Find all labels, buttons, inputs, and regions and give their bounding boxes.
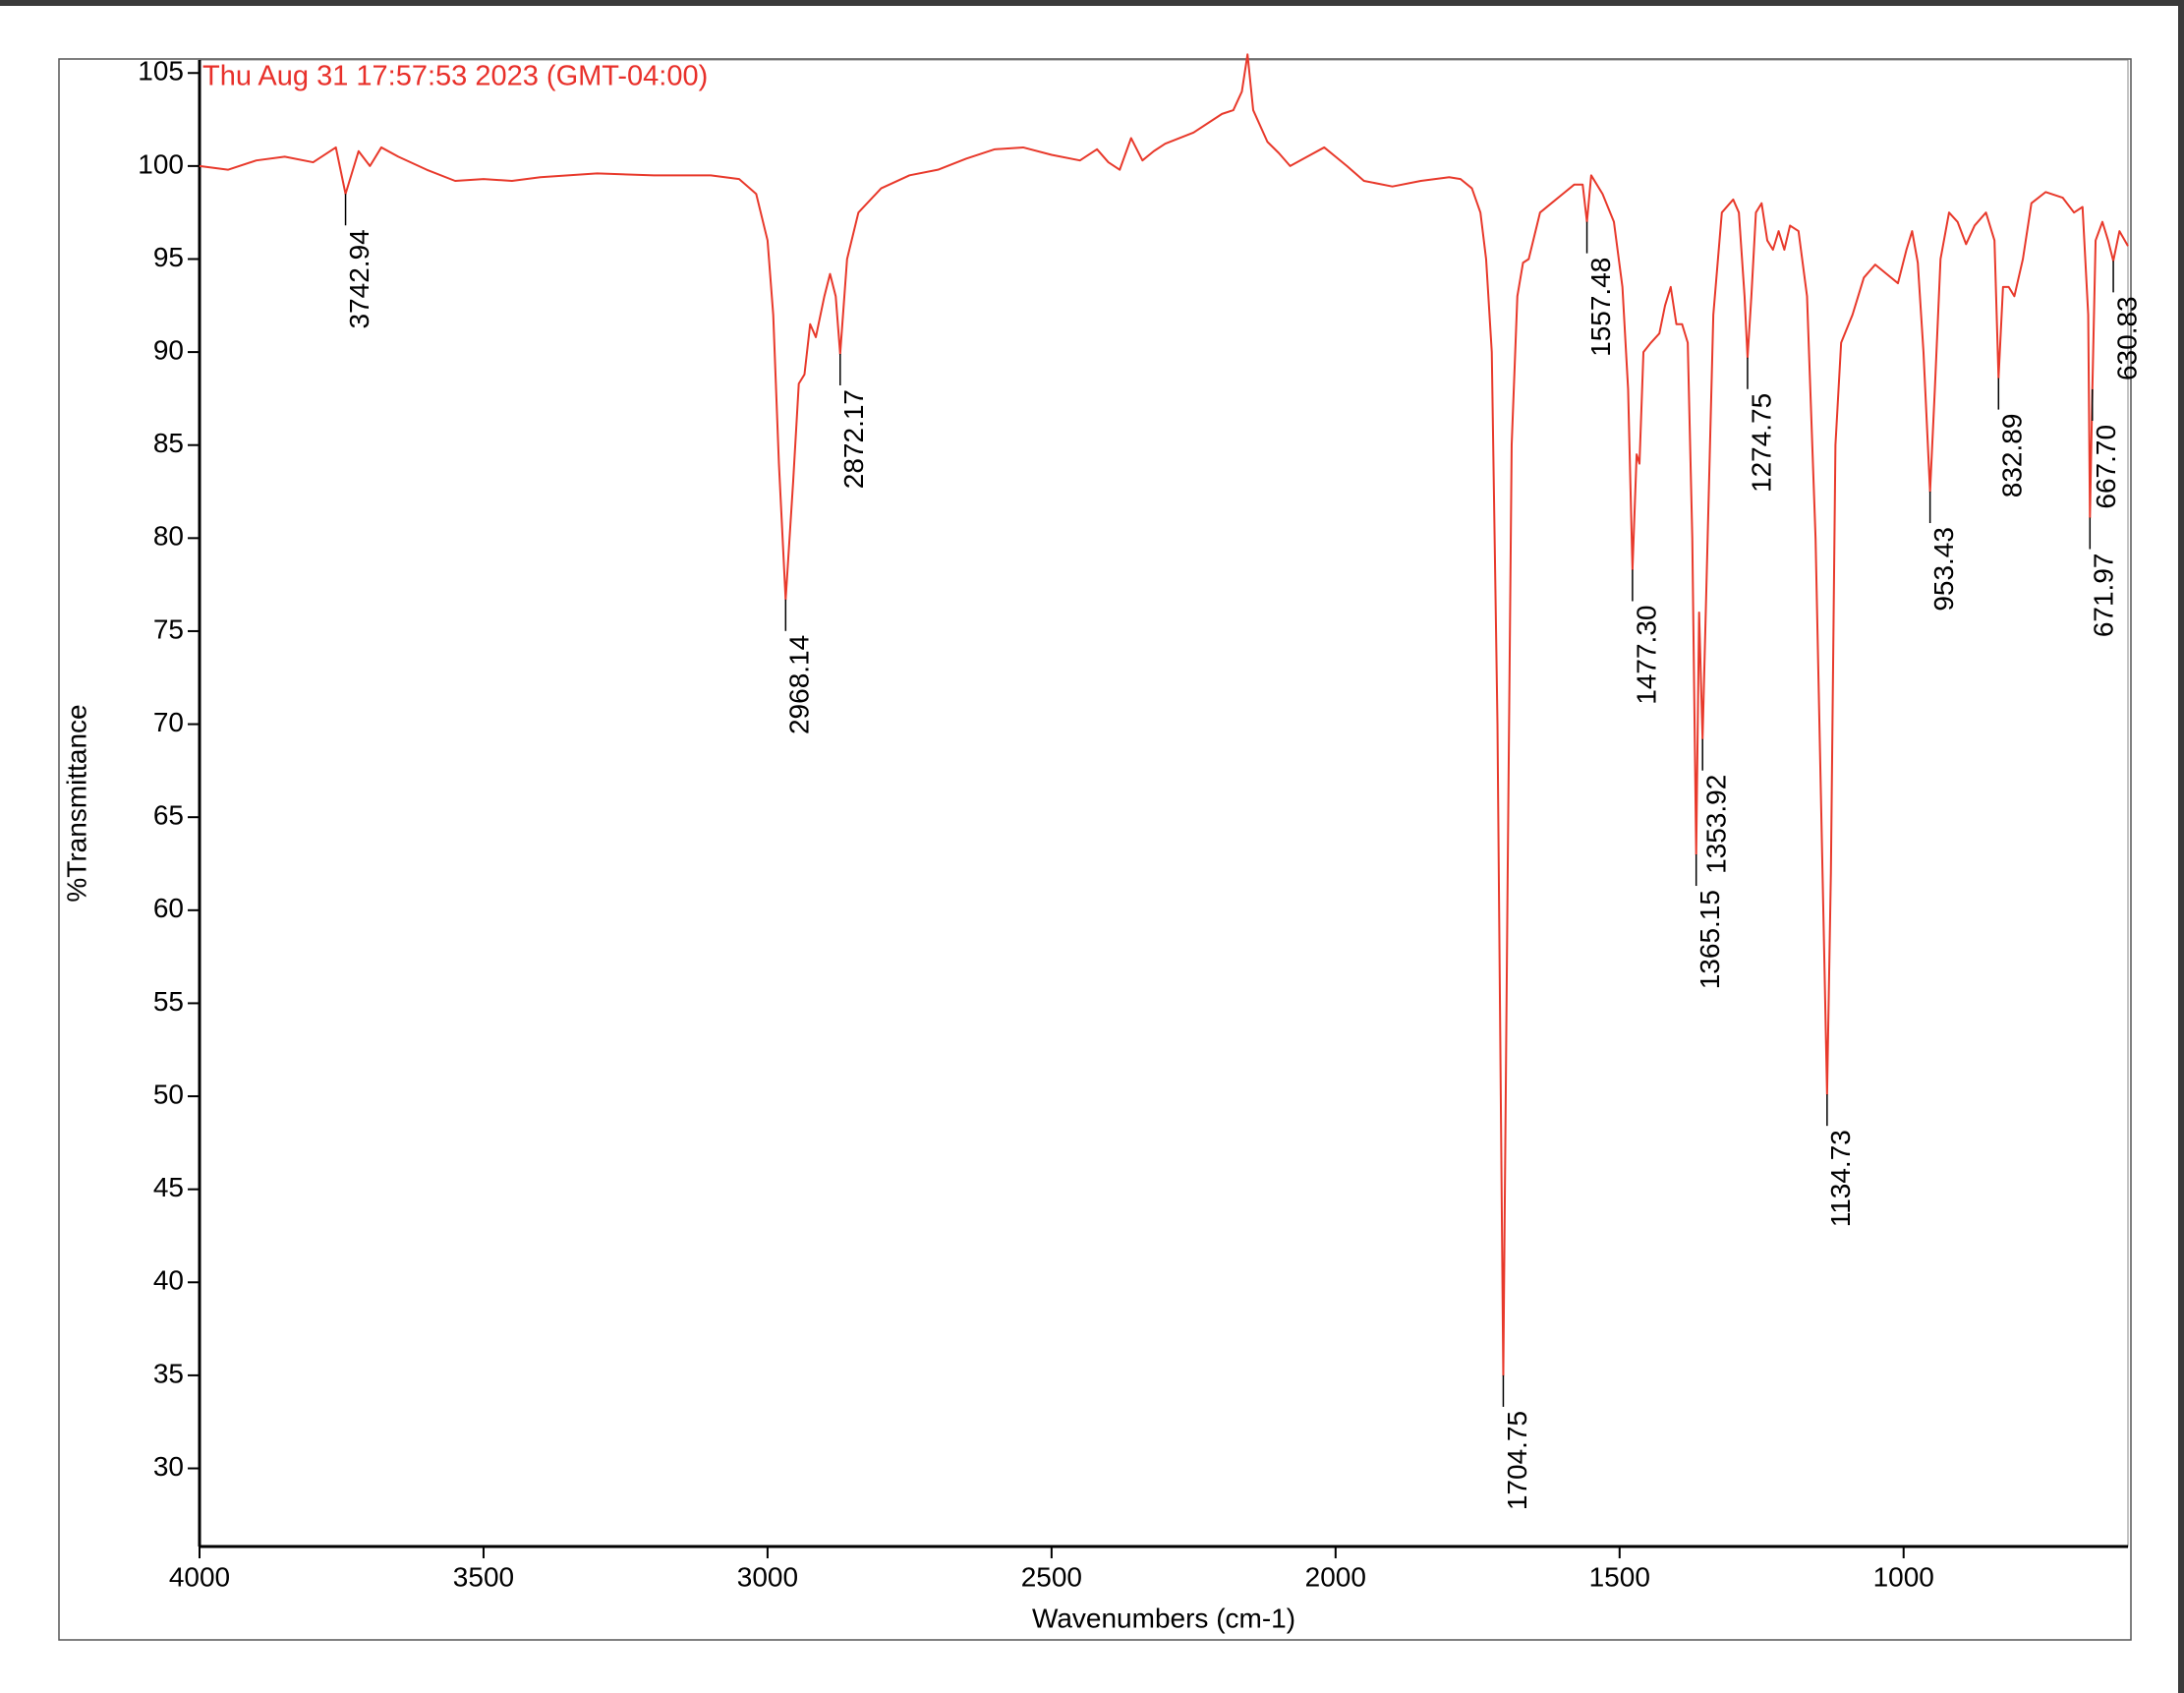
peak-label: 1477.30 xyxy=(1631,606,1661,705)
y-tick-label: 50 xyxy=(153,1079,184,1109)
y-tick-label: 45 xyxy=(153,1172,184,1202)
plot-frame xyxy=(199,59,2129,1547)
x-tick-label: 4000 xyxy=(169,1561,230,1592)
x-tick-label: 3000 xyxy=(737,1561,798,1592)
chart-title: Thu Aug 31 17:57:53 2023 (GMT-04:00) xyxy=(202,61,708,92)
y-tick-label: 90 xyxy=(153,334,184,365)
y-tick-label: 30 xyxy=(153,1451,184,1482)
y-tick-label: 65 xyxy=(153,800,184,831)
x-tick-label: 2500 xyxy=(1021,1561,1082,1592)
peak-label: 1353.92 xyxy=(1701,775,1732,874)
y-tick-label: 40 xyxy=(153,1265,184,1296)
window-edge xyxy=(0,0,2184,6)
frame xyxy=(58,58,2132,1641)
peak-label: 1704.75 xyxy=(1502,1411,1532,1510)
peak-label: 3742.94 xyxy=(344,229,374,328)
peak-label: 953.43 xyxy=(1928,527,1959,612)
y-tick-label: 60 xyxy=(153,893,184,923)
x-tick-label: 3500 xyxy=(453,1561,514,1592)
y-tick-label: 80 xyxy=(153,521,184,552)
peak-label: 1274.75 xyxy=(1746,393,1776,493)
y-tick-label: 55 xyxy=(153,986,184,1017)
spectrum-line xyxy=(199,53,2129,1376)
x-axis-label: Wavenumbers (cm-1) xyxy=(1032,1603,1295,1633)
x-tick-label: 1000 xyxy=(1873,1561,1934,1592)
y-tick-label: 70 xyxy=(153,707,184,737)
peak-label: 630.83 xyxy=(2111,296,2142,380)
y-axis-label: %Transmittance xyxy=(61,704,91,902)
x-tick-label: 1500 xyxy=(1589,1561,1650,1592)
y-tick-label: 75 xyxy=(153,613,184,644)
peak-label: 1557.48 xyxy=(1585,258,1616,357)
y-tick-label: 35 xyxy=(153,1358,184,1388)
peak-label: 667.70 xyxy=(2091,425,2121,509)
y-tick-label: 85 xyxy=(153,428,184,458)
peak-label: 1134.73 xyxy=(1825,1130,1856,1227)
y-tick-label: 95 xyxy=(153,242,184,272)
peak-label: 832.89 xyxy=(1997,414,2028,498)
peak-label: 1365.15 xyxy=(1695,890,1725,989)
y-tick-label: 100 xyxy=(138,148,184,179)
peak-label: 2872.17 xyxy=(838,389,869,489)
peak-label: 2968.14 xyxy=(784,635,815,734)
y-tick-label: 105 xyxy=(138,56,184,87)
peak-label: 671.97 xyxy=(2089,554,2119,638)
window-edge xyxy=(2178,0,2184,1693)
x-tick-label: 2000 xyxy=(1305,1561,1366,1592)
